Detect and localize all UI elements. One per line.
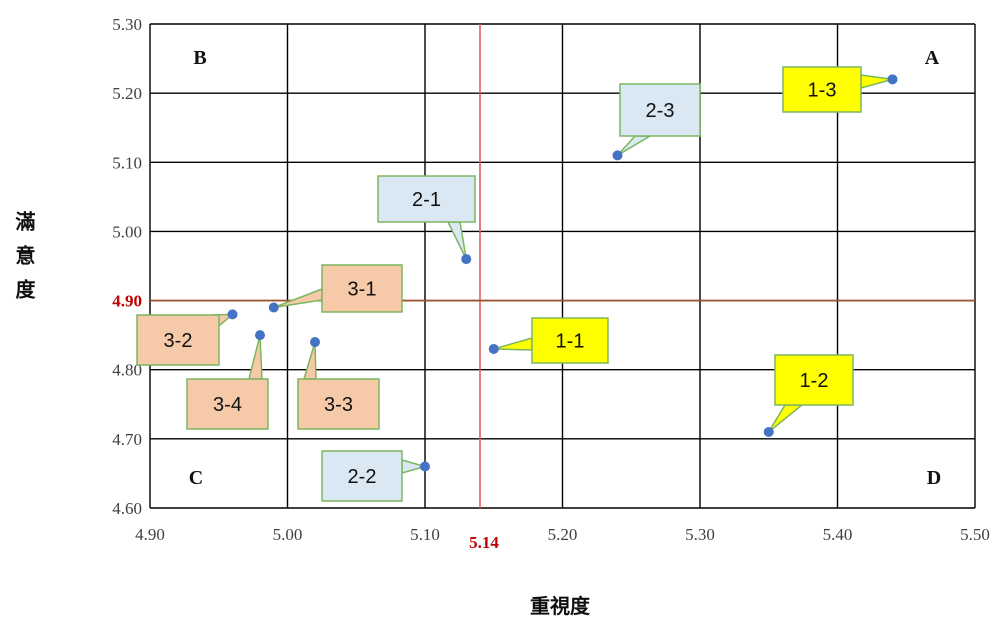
data-point-3-4 [255,330,265,341]
reference-x-label: 5.14 [469,533,499,552]
callout-tail [768,404,805,433]
x-tick-label: 5.40 [823,525,853,544]
data-point-2-2 [420,461,430,472]
callout-box [377,175,476,223]
callout-2-1: 2-1 [377,175,476,260]
y-axis-ticks: 4.60 4.70 4.80 5.00 5.10 5.20 5.30 4.90 [112,15,142,518]
x-tick-label: 4.90 [135,525,165,544]
callout-tail [446,221,467,260]
reference-y-label: 4.90 [112,292,142,311]
callout-tail [616,135,653,157]
callout-box [186,378,269,430]
x-tick-label: 5.10 [410,525,440,544]
callout-box [321,264,403,313]
callout-tail [248,334,263,380]
data-point-1-2 [763,426,774,437]
x-axis-ticks: 4.90 5.00 5.10 5.20 5.30 5.40 5.50 5.14 [135,525,990,552]
callout-box [782,66,862,113]
callout-tail [273,287,323,309]
callout-box [136,314,220,366]
callout-3-3: 3-3 [297,341,380,430]
y-tick-label: 5.10 [112,153,142,172]
callout-tail [860,74,893,89]
callout-label: 3-1 [348,279,377,301]
quadrant-label-d: D [927,467,941,489]
x-axis-title: 重視度 [530,594,591,618]
y-tick-label: 4.80 [112,361,142,380]
callout-label: 3-2 [164,330,193,352]
callout-box [321,450,403,502]
x-tick-label: 5.30 [685,525,715,544]
data-point-3-2 [227,309,238,320]
callout-joint [213,315,219,326]
callout-label: 1-3 [808,80,837,102]
data-point-2-3 [612,150,623,161]
y-tick-label: 5.30 [112,15,142,34]
callout-3-2: 3-2 [136,313,235,366]
callout-tail [302,341,317,380]
callout-label: 3-4 [213,394,242,416]
callout-1-2: 1-2 [768,354,854,433]
callout-1-3: 1-3 [782,66,893,113]
quadrant-label-a: A [925,47,940,69]
x-tick-label: 5.20 [548,525,578,544]
data-point-1-3 [887,74,898,85]
data-point-3-1 [268,302,279,313]
data-point-3-3 [310,337,320,348]
quadrant-label-c: C [189,467,203,489]
callout-label: 3-3 [324,394,353,416]
data-point-2-1 [461,254,472,265]
callout-3-4: 3-4 [186,334,269,430]
callout-1-1: 1-1 [493,317,609,364]
callout-2-3: 2-3 [616,83,701,157]
callout-2-2: 2-2 [321,450,428,502]
callouts: 1-1 1-2 1-3 2-1 2-2 2-3 3-1 3-2 3-3 3-4 [136,66,893,502]
reference-lines [150,24,975,508]
y-tick-label: 5.20 [112,84,142,103]
callout-label: 2-3 [646,100,675,122]
callout-3-1: 3-1 [273,264,403,313]
callout-box [297,378,380,430]
y-axis-title: 滿意度 [12,211,36,313]
callout-label: 2-1 [412,189,441,211]
data-point-1-1 [488,343,499,354]
data-points [227,74,898,472]
x-tick-label: 5.00 [273,525,303,544]
y-tick-label: 4.70 [112,430,142,449]
callout-tail [493,337,533,351]
y-tick-label: 5.00 [112,222,142,241]
callout-label: 1-2 [800,370,829,392]
y-tick-label: 4.60 [112,499,142,518]
callout-label: 2-2 [348,466,377,488]
callout-box [774,354,854,406]
x-tick-label: 5.50 [960,525,990,544]
callout-box [619,83,701,137]
quadrant-label-b: B [193,47,206,69]
callout-box [531,317,609,364]
callout-label: 1-1 [556,331,585,353]
